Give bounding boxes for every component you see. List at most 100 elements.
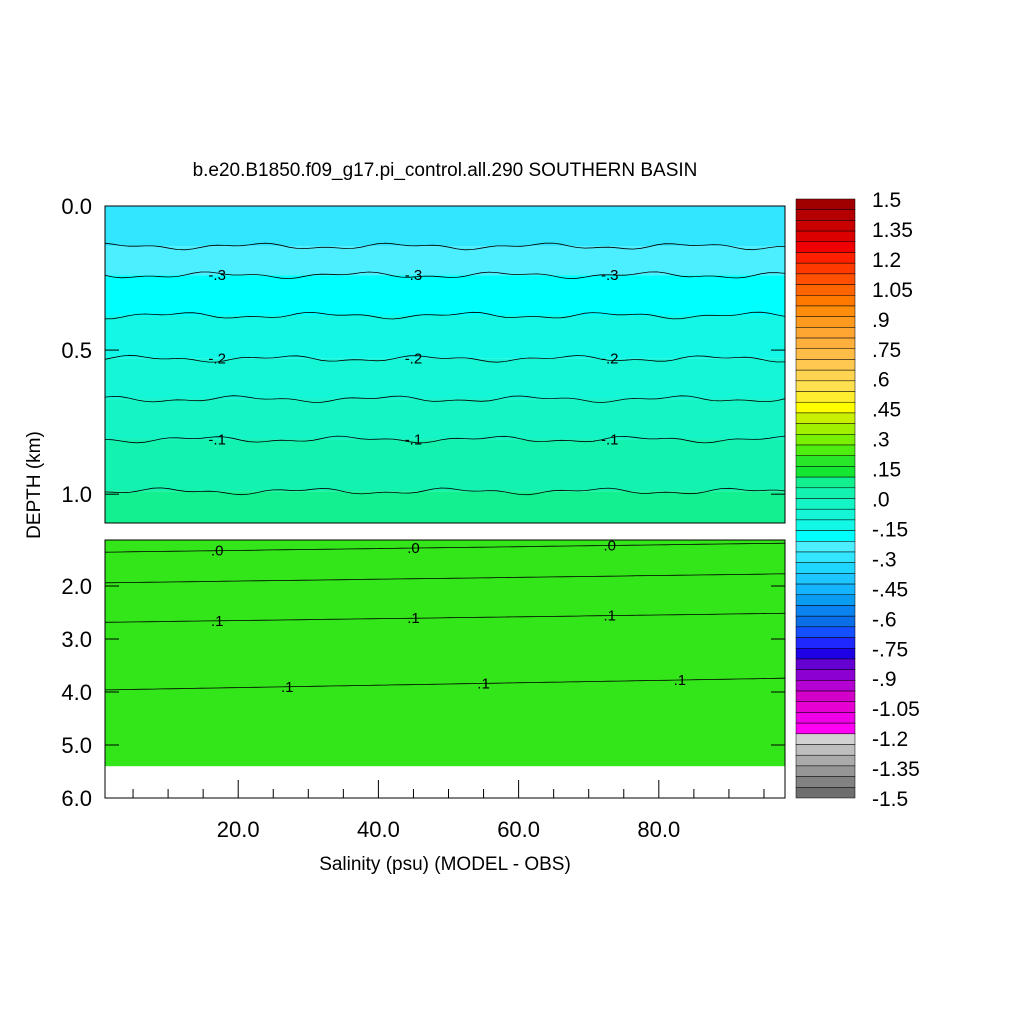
contour-label: -.1 — [601, 431, 619, 448]
colorbar-tick-label: 1.5 — [872, 189, 901, 212]
contour-label: -.3 — [208, 267, 226, 284]
contour-label: -.2 — [208, 351, 226, 368]
colorbar-swatch — [795, 241, 856, 253]
colorbar-tick-label: -1.5 — [872, 788, 908, 811]
contour-band — [105, 399, 785, 440]
colorbar-swatch — [795, 776, 856, 788]
lower-panel: .0 .0 .0 .1 .1 .1 .1 .1 .1 2.0 3.0 4.0 5.0 6.0 20.0 40.… — [61, 537, 786, 842]
colorbar-tick-label: -.75 — [872, 638, 908, 661]
colorbar-tick-label: -.15 — [872, 518, 908, 541]
colorbar-swatch — [795, 391, 856, 403]
colorbar-tick-label: .75 — [872, 339, 901, 362]
colorbar-swatch — [795, 722, 856, 735]
colorbar-tick-label: -1.2 — [872, 728, 908, 751]
y-tick-label: 3.0 — [61, 627, 92, 652]
colorbar-swatch — [795, 284, 856, 296]
colorbar-swatch — [795, 701, 856, 713]
colorbar-swatch — [795, 733, 856, 745]
contour-label: -.3 — [405, 267, 423, 284]
plot-frame — [104, 539, 786, 799]
colorbar-swatch — [795, 712, 856, 724]
colorbar-swatch — [795, 551, 856, 563]
colorbar-tick-label: .15 — [872, 459, 901, 482]
colorbar-tick-label: .6 — [872, 369, 890, 392]
colorbar-swatch — [795, 380, 856, 392]
contour-label: -.3 — [601, 267, 619, 284]
colorbar-tick-label: -.3 — [872, 548, 897, 571]
colorbar-swatch — [795, 369, 856, 382]
colorbar-swatch — [795, 658, 856, 670]
colorbar-tick-label: -.45 — [872, 578, 908, 601]
contour-band — [105, 206, 785, 247]
colorbar-swatch — [795, 466, 856, 478]
colorbar-swatch — [795, 637, 856, 649]
colorbar-swatch — [795, 337, 856, 349]
contour-label: -.2 — [405, 351, 423, 368]
contour-label: .0 — [603, 537, 616, 554]
colorbar-swatch — [795, 444, 856, 456]
colorbar-swatch — [795, 412, 856, 424]
colorbar-tick-label: -.6 — [872, 608, 897, 631]
colorbar-swatch — [795, 262, 856, 275]
contour-label: .1 — [674, 672, 687, 689]
colorbar-swatch — [795, 765, 856, 777]
colorbar-tick-label: 1.2 — [872, 249, 901, 272]
contour-line — [104, 242, 786, 251]
colorbar-swatch — [795, 690, 856, 702]
y-tick-label: 5.0 — [61, 733, 92, 758]
y-tick-label: 1.0 — [61, 482, 92, 507]
colorbar-tick-label: 1.05 — [872, 279, 913, 302]
contour-line — [104, 542, 786, 553]
x-tick-label: 40.0 — [357, 817, 400, 842]
colorbar-swatch — [795, 434, 856, 446]
colorbar-swatch — [795, 583, 856, 596]
colorbar-swatch — [795, 295, 856, 307]
colorbar-swatch — [795, 615, 856, 628]
contour-band — [105, 540, 785, 767]
colorbar-swatch — [795, 573, 856, 585]
contour-line — [104, 435, 786, 444]
contour-line — [104, 354, 786, 363]
colorbar-swatch — [795, 487, 856, 499]
colorbar-swatch — [795, 754, 856, 767]
contour-label: -.1 — [208, 431, 226, 448]
contour-band — [105, 491, 785, 523]
colorbar-swatch — [795, 669, 856, 681]
colorbar-tick-label: -1.35 — [872, 758, 920, 781]
colorbar-swatch — [795, 605, 856, 617]
contour-band — [105, 358, 785, 400]
contour-label: .1 — [281, 679, 294, 696]
colorbar-swatch — [795, 787, 856, 799]
contour-line — [104, 677, 786, 691]
contour-label: .1 — [211, 613, 224, 630]
colorbar-swatch — [795, 455, 856, 467]
contour-line — [104, 487, 786, 496]
y-tick-label: 2.0 — [61, 574, 92, 599]
upper-panel: -.3 -.3 -.3 -.2 -.2 -.2 -.1 -.1 -.1 0.0 0.5 1.0 — [61, 194, 786, 524]
contour-line — [104, 271, 786, 280]
colorbar-swatch — [795, 476, 856, 489]
colorbar-swatch — [795, 305, 856, 317]
colorbar-swatch — [795, 252, 856, 264]
colorbar-swatch — [795, 648, 856, 660]
y-axis-label: DEPTH (km) — [24, 431, 45, 539]
contour-line — [104, 612, 786, 623]
colorbar-swatch — [795, 401, 856, 414]
contour-label: -.1 — [405, 431, 423, 448]
colorbar-swatch — [795, 198, 856, 210]
chart-title: b.e20.B1850.f09_g17.pi_control.all.290 S… — [193, 160, 698, 181]
colorbar-swatch — [795, 316, 856, 328]
colorbar: 1.5 1.35 1.2 1.05 .9 .75 .6 .45 .3 .15 .0 -.15 -.3 -.… — [795, 189, 920, 811]
contour-label: .0 — [211, 543, 224, 560]
y-tick-label: 4.0 — [61, 680, 92, 705]
colorbar-swatch — [795, 680, 856, 692]
y-tick-label: 6.0 — [61, 786, 92, 811]
contour-label: .0 — [407, 540, 420, 557]
colorbar-swatch — [795, 423, 856, 435]
colorbar-swatch — [795, 744, 856, 756]
contour-line — [104, 311, 786, 320]
colorbar-swatch — [795, 230, 856, 243]
colorbar-swatch — [795, 327, 856, 339]
colorbar-swatch — [795, 562, 856, 574]
